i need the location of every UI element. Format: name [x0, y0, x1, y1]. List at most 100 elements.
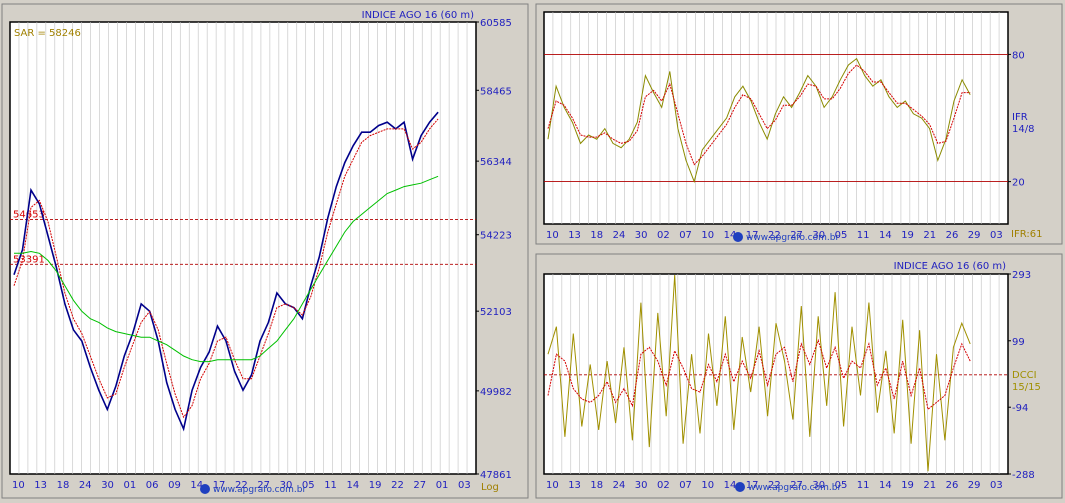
x-tick-label: 11: [857, 480, 870, 491]
x-tick-label: 21: [923, 230, 936, 241]
sar-annotation: SAR = 58246: [14, 28, 81, 39]
x-tick-label: 30: [280, 480, 293, 491]
series-price: [13, 111, 439, 432]
x-tick-label: 11: [324, 480, 337, 491]
x-tick-label: 22: [768, 230, 781, 241]
x-tick-label: 19: [901, 480, 914, 491]
x-tick-label: 30: [812, 230, 825, 241]
y-tick-label: 80: [1012, 50, 1025, 61]
ifr-side-label: IFR: [1012, 112, 1028, 123]
x-tick-label: 17: [746, 230, 759, 241]
x-tick-label: 14: [724, 230, 737, 241]
svg-text:www.apgrafo.com.br: www.apgrafo.com.br: [748, 483, 841, 493]
x-tick-label: 03: [990, 480, 1003, 491]
ifr-y-ticks: 80 20: [1008, 50, 1025, 189]
x-tick-label: 10: [546, 230, 559, 241]
dcci-series: [547, 274, 971, 472]
dcci-panel: 293 99 -94 -288 10 13 18 24 30 02 07 10 14 17 22 27 30 0…: [535, 253, 1063, 499]
dcci-x-ticks: 10 13 18 24 30 02 07 10 14 17 22 27 30 05 11 14 19 21 26 29…: [546, 480, 1003, 491]
x-tick-label: 19: [901, 230, 914, 241]
ifr-grid: [552, 12, 1000, 224]
x-tick-label: 14: [347, 480, 360, 491]
x-tick-label: 01: [124, 480, 137, 491]
level-label: 54653: [13, 210, 45, 221]
series-ifr: [547, 57, 971, 184]
series-dcci_signal: [547, 338, 971, 411]
ifr-panel: 80 20 10 13 18 24 30 02 07 10 14 17 22 27 30 05 11 14 19 2…: [535, 3, 1063, 245]
dcci-side-params: 15/15: [1012, 382, 1041, 393]
x-tick-label: 10: [12, 480, 25, 491]
x-tick-label: 13: [568, 230, 581, 241]
x-tick-label: 22: [391, 480, 404, 491]
x-tick-label: 13: [568, 480, 581, 491]
x-tick-label: 05: [835, 480, 848, 491]
y-tick-label: 99: [1012, 337, 1025, 348]
price-x-ticks: 10 13 18 24 30 01 06 09 14 17 22 27 30 05 11 14 19 22 27 01…: [12, 480, 471, 491]
price-levels: 54653 53391: [10, 210, 476, 265]
x-tick-label: 10: [701, 480, 714, 491]
y-tick-label: -288: [1012, 470, 1035, 481]
x-tick-label: 27: [257, 480, 270, 491]
dcci-grid: [552, 274, 1000, 474]
y-tick-label: 58465: [480, 86, 512, 97]
x-tick-label: 02: [657, 230, 670, 241]
x-tick-label: 26: [946, 230, 959, 241]
svg-text:www.apgrafo.com.br: www.apgrafo.com.br: [746, 233, 839, 243]
x-tick-label: 14: [190, 480, 203, 491]
x-tick-label: 01: [436, 480, 449, 491]
x-tick-label: 29: [968, 230, 981, 241]
series-sar: [13, 118, 439, 419]
x-tick-label: 29: [968, 480, 981, 491]
y-tick-label: -94: [1012, 403, 1028, 414]
x-tick-label: 30: [635, 230, 648, 241]
x-tick-label: 27: [790, 230, 803, 241]
price-grid: [18, 22, 468, 474]
watermark-logo: www.apgrafo.com.br: [733, 232, 839, 243]
ifr-levels: [544, 53, 1008, 183]
x-tick-label: 22: [235, 480, 248, 491]
y-tick-label: 47861: [480, 470, 512, 481]
x-tick-label: 17: [213, 480, 226, 491]
ifr-side-params: 14/8: [1012, 124, 1034, 135]
x-tick-label: 03: [990, 230, 1003, 241]
x-tick-label: 10: [701, 230, 714, 241]
x-tick-label: 24: [613, 480, 626, 491]
series-ifr_signal: [547, 64, 971, 166]
y-tick-label: 49982: [480, 387, 512, 398]
ifr-series: [547, 57, 971, 184]
y-tick-label: 54223: [480, 231, 512, 242]
dcci-y-ticks: 293 99 -94 -288: [1008, 270, 1035, 481]
y-tick-label: 293: [1012, 270, 1031, 281]
x-tick-label: 18: [57, 480, 70, 491]
series-ma: [14, 175, 439, 363]
price-y-ticks: 60585 58465 56344 54223 52103 49982 47861: [476, 18, 512, 481]
x-tick-label: 14: [879, 230, 892, 241]
x-tick-label: 05: [835, 230, 848, 241]
ifr-value-label: IFR:61: [1011, 229, 1042, 240]
x-tick-label: 10: [546, 480, 559, 491]
x-tick-label: 07: [679, 230, 692, 241]
y-tick-label: 20: [1012, 178, 1025, 189]
y-tick-label: 56344: [480, 157, 512, 168]
price-chart-title: INDICE AGO 16 (60 m): [362, 10, 474, 21]
x-tick-label: 17: [746, 480, 759, 491]
x-tick-label: 18: [590, 230, 603, 241]
dcci-side-label: DCCI: [1012, 370, 1037, 381]
x-tick-label: 30: [812, 480, 825, 491]
x-tick-label: 24: [613, 230, 626, 241]
x-tick-label: 27: [790, 480, 803, 491]
x-tick-label: 06: [146, 480, 159, 491]
dcci-chart-title: INDICE AGO 16 (60 m): [894, 261, 1006, 272]
price-series: [13, 111, 439, 432]
x-tick-label: 30: [101, 480, 114, 491]
price-panel: 54653 53391 60585 58465 56344 54223 52103 4998…: [1, 3, 529, 499]
watermark-logo: www.apgrafo.com.br: [200, 484, 306, 495]
x-tick-label: 13: [34, 480, 47, 491]
svg-text:www.apgrafo.com.br: www.apgrafo.com.br: [213, 485, 306, 495]
x-tick-label: 11: [857, 230, 870, 241]
x-tick-label: 22: [768, 480, 781, 491]
x-tick-label: 03: [458, 480, 471, 491]
x-tick-label: 24: [79, 480, 92, 491]
level-label: 53391: [13, 254, 45, 265]
